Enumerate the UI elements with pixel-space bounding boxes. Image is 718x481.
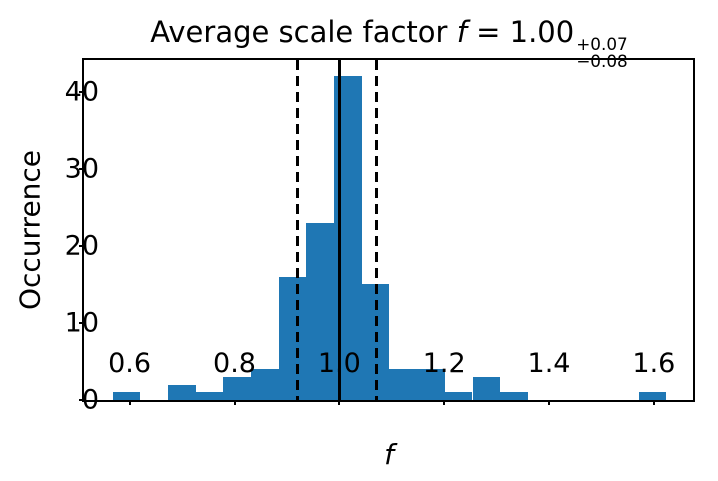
x-tick [338,400,341,405]
mean-line [337,60,341,400]
lower-error-line [295,60,299,400]
y-tick [79,167,84,170]
histogram-bar [306,222,335,400]
histogram-bar [112,392,141,400]
y-tick-label: 0 [81,384,99,416]
plot-area [79,58,695,405]
x-tick-label: 0.6 [108,348,152,379]
chart-title: Average scale factor f = 1.00 +0.07 −0.08 [150,15,628,72]
histogram-bar [389,369,418,400]
y-tick [79,321,84,324]
y-tick [79,90,84,93]
minus-error: −0.08 [576,51,628,72]
x-tick-label: 1.4 [527,348,571,379]
x-tick-label: 1.6 [632,348,676,379]
y-tick-label: 10 [64,307,99,339]
histogram-bar [472,376,501,400]
title-variable: f [456,15,467,49]
title-value-stack: +0.07 −0.08 [576,33,628,72]
histogram-bar [417,369,445,400]
upper-error-line [374,60,378,400]
plus-error: +0.07 [576,33,628,54]
x-tick-label: 1.2 [422,348,466,379]
histogram-bar [168,384,196,400]
histogram-bar [195,392,224,400]
y-tick-label: 20 [64,230,99,262]
histogram-bar [444,392,473,400]
histogram-bar [223,376,252,400]
x-tick [652,400,655,405]
title-equals: = 1.00 [466,15,575,49]
x-tick [548,400,550,405]
x-tick [443,400,446,405]
y-tick [79,399,84,401]
x-tick [128,400,131,405]
y-tick-label: 40 [64,76,99,108]
y-tick [79,244,84,247]
x-tick [233,400,236,405]
histogram-bar [251,369,279,400]
y-axis-label: Occurrence [13,149,47,311]
y-tick-label: 30 [64,153,99,185]
histogram-bar [500,392,528,400]
title-prefix: Average scale factor [150,15,457,49]
x-axis-label: f [384,438,394,471]
histogram-bar [638,392,667,400]
x-tick-label: 0.8 [213,348,256,379]
x-tick-label: 1.0 [317,348,361,379]
histogram-bar [278,276,307,400]
